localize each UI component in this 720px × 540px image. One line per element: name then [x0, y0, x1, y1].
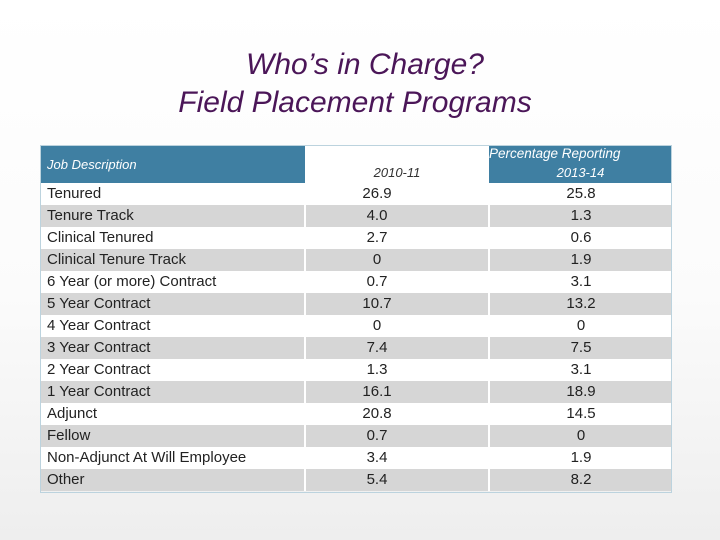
row-value-2010-11: 0 [304, 315, 489, 337]
table-row: Tenured 26.9 25.8 [41, 183, 672, 205]
row-description: Fellow [41, 425, 305, 447]
header-year-2010-11: 2010-11 [305, 163, 489, 183]
row-description: Tenure Track [41, 205, 305, 227]
row-value-2010-11: 2.7 [304, 227, 489, 249]
table-row: Fellow 0.7 0 [41, 425, 672, 447]
table-row: Non-Adjunct At Will Employee 3.4 1.9 [41, 447, 672, 469]
table-row: 3 Year Contract 7.4 7.5 [41, 337, 672, 359]
table-header: Job Description Percentage Reporting 201… [41, 145, 672, 183]
header-spacer [305, 145, 489, 163]
table-row: 1 Year Contract 16.1 18.9 [41, 381, 672, 403]
header-percentage-reporting: Percentage Reporting [489, 145, 672, 163]
row-description: 6 Year (or more) Contract [41, 271, 305, 293]
row-value-2013-14: 18.9 [488, 381, 672, 403]
table-row: Tenure Track 4.0 1.3 [41, 205, 672, 227]
row-description: 2 Year Contract [41, 359, 305, 381]
table-row: 2 Year Contract 1.3 3.1 [41, 359, 672, 381]
header-job-description: Job Description [41, 145, 305, 183]
row-value-2010-11: 10.7 [304, 293, 489, 315]
row-value-2013-14: 7.5 [488, 337, 672, 359]
table-row: Adjunct 20.8 14.5 [41, 403, 672, 425]
row-description: 4 Year Contract [41, 315, 305, 337]
row-value-2010-11: 0.7 [304, 425, 489, 447]
table-body: Tenured 26.9 25.8 Tenure Track 4.0 1.3 Clinica… [41, 183, 672, 491]
row-value-2010-11: 7.4 [304, 337, 489, 359]
row-description: Clinical Tenure Track [41, 249, 305, 271]
placement-table: Job Description Percentage Reporting 201… [41, 145, 672, 491]
row-value-2010-11: 3.4 [304, 447, 489, 469]
row-value-2013-14: 13.2 [488, 293, 672, 315]
row-value-2013-14: 1.9 [488, 447, 672, 469]
row-description: 1 Year Contract [41, 381, 305, 403]
row-value-2010-11: 0.7 [304, 271, 489, 293]
row-description: Other [41, 469, 305, 491]
row-value-2013-14: 0.6 [488, 227, 672, 249]
table-row: 6 Year (or more) Contract 0.7 3.1 [41, 271, 672, 293]
slide-title: Who’s in Charge? Field Placement Program… [0, 46, 720, 122]
row-value-2013-14: 3.1 [488, 359, 672, 381]
row-description: 3 Year Contract [41, 337, 305, 359]
row-description: Clinical Tenured [41, 227, 305, 249]
row-value-2010-11: 26.9 [304, 183, 489, 205]
row-description: Non-Adjunct At Will Employee [41, 447, 305, 469]
row-value-2010-11: 20.8 [304, 403, 489, 425]
table-row: Clinical Tenure Track 0 1.9 [41, 249, 672, 271]
row-description: Adjunct [41, 403, 305, 425]
row-value-2013-14: 3.1 [488, 271, 672, 293]
title-line-1: Who’s in Charge? [246, 48, 484, 81]
row-value-2010-11: 1.3 [304, 359, 489, 381]
table-row: 5 Year Contract 10.7 13.2 [41, 293, 672, 315]
row-value-2013-14: 25.8 [488, 183, 672, 205]
row-value-2010-11: 4.0 [304, 205, 489, 227]
table-row: 4 Year Contract 0 0 [41, 315, 672, 337]
header-year-2013-14: 2013-14 [489, 163, 672, 183]
table-row: Clinical Tenured 2.7 0.6 [41, 227, 672, 249]
row-description: Tenured [41, 183, 305, 205]
row-value-2010-11: 5.4 [304, 469, 489, 491]
row-value-2013-14: 14.5 [488, 403, 672, 425]
row-value-2010-11: 0 [304, 249, 489, 271]
title-line-2: Field Placement Programs [178, 86, 532, 119]
row-value-2010-11: 16.1 [304, 381, 489, 403]
row-description: 5 Year Contract [41, 293, 305, 315]
row-value-2013-14: 0 [488, 425, 672, 447]
table-row: Other 5.4 8.2 [41, 469, 672, 491]
row-value-2013-14: 8.2 [488, 469, 672, 491]
row-value-2013-14: 1.9 [488, 249, 672, 271]
row-value-2013-14: 1.3 [488, 205, 672, 227]
row-value-2013-14: 0 [488, 315, 672, 337]
